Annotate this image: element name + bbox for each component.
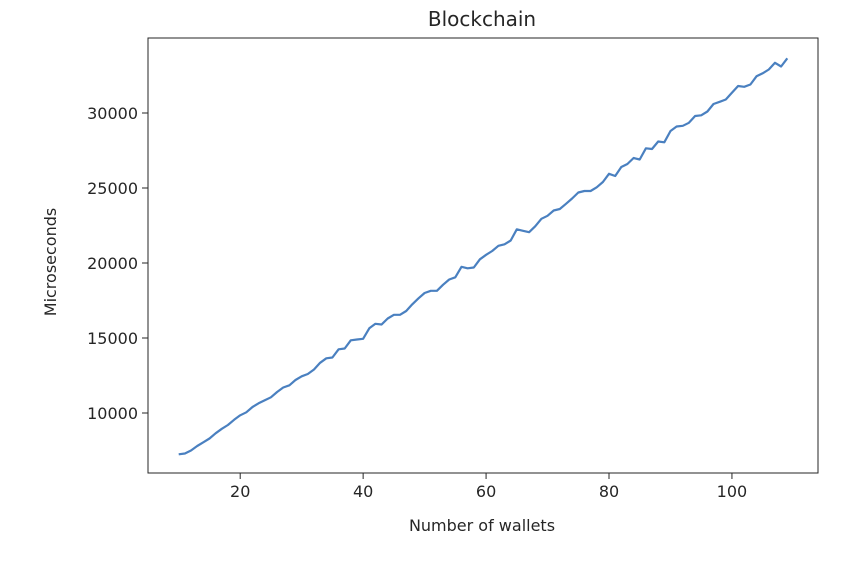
series-line bbox=[178, 57, 789, 456]
y-axis-ticks: 10000 15000 20000 25000 30000 bbox=[87, 104, 148, 423]
x-tick-label: 100 bbox=[717, 482, 748, 501]
x-axis-ticks: 20 40 60 80 100 bbox=[230, 473, 747, 501]
x-tick-label: 40 bbox=[353, 482, 373, 501]
x-tick-label: 20 bbox=[230, 482, 250, 501]
y-tick-label: 30000 bbox=[87, 104, 138, 123]
y-tick-label: 10000 bbox=[87, 404, 138, 423]
chart-title: Blockchain bbox=[428, 7, 536, 31]
y-tick-label: 25000 bbox=[87, 179, 138, 198]
y-tick-label: 20000 bbox=[87, 254, 138, 273]
y-axis-label: Microseconds bbox=[41, 208, 60, 316]
y-tick-label: 15000 bbox=[87, 329, 138, 348]
x-tick-label: 60 bbox=[476, 482, 496, 501]
series-layer bbox=[178, 57, 789, 456]
x-tick-label: 80 bbox=[599, 482, 619, 501]
plot-area bbox=[147, 37, 819, 474]
x-axis-label: Number of wallets bbox=[409, 516, 555, 535]
